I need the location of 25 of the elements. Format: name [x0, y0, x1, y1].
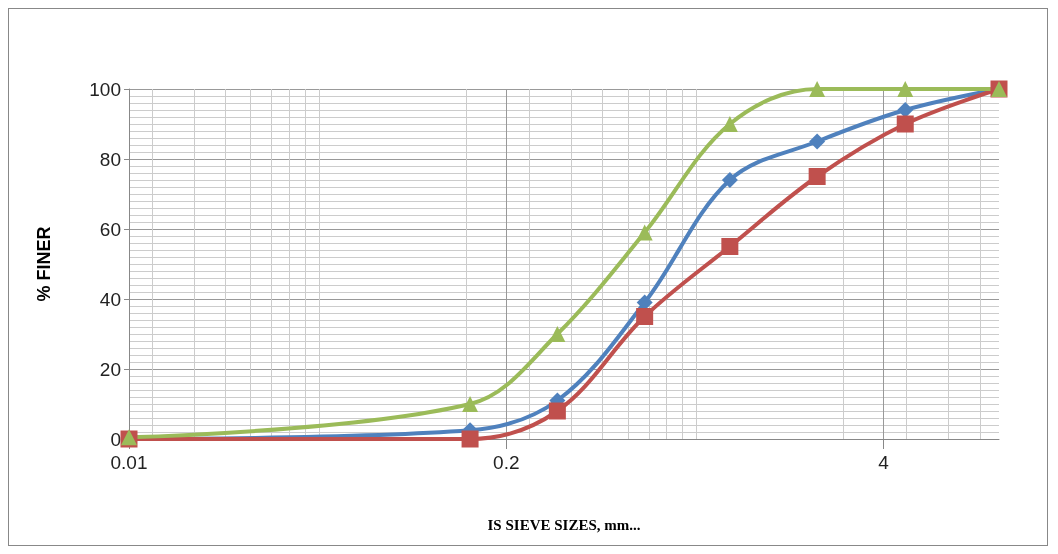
point	[548, 402, 566, 420]
point	[636, 224, 653, 241]
y-tick-label: 20	[99, 358, 121, 380]
point	[809, 81, 826, 97]
point	[897, 102, 914, 118]
y-tick-label: 0	[110, 428, 121, 450]
x-tick-label: 0.2	[493, 452, 520, 473]
point	[808, 168, 826, 185]
point	[721, 172, 738, 188]
point	[461, 430, 479, 448]
point	[809, 133, 826, 150]
x-tick-label: 4	[878, 452, 890, 473]
x-tick-label: 0.01	[110, 452, 148, 473]
point	[549, 326, 566, 342]
y-tick-label: 40	[99, 288, 121, 310]
point	[896, 115, 914, 133]
point	[462, 396, 479, 412]
y-axis-title: % FINER	[34, 226, 54, 302]
y-tick-label: 60	[99, 218, 121, 240]
point	[897, 81, 914, 97]
x-axis-title: IS SIEVE SIZES, mm...	[487, 516, 641, 533]
y-tick-label: 80	[99, 148, 121, 170]
point	[636, 308, 654, 325]
point	[721, 238, 739, 255]
y-tick-label: 100	[89, 78, 121, 100]
